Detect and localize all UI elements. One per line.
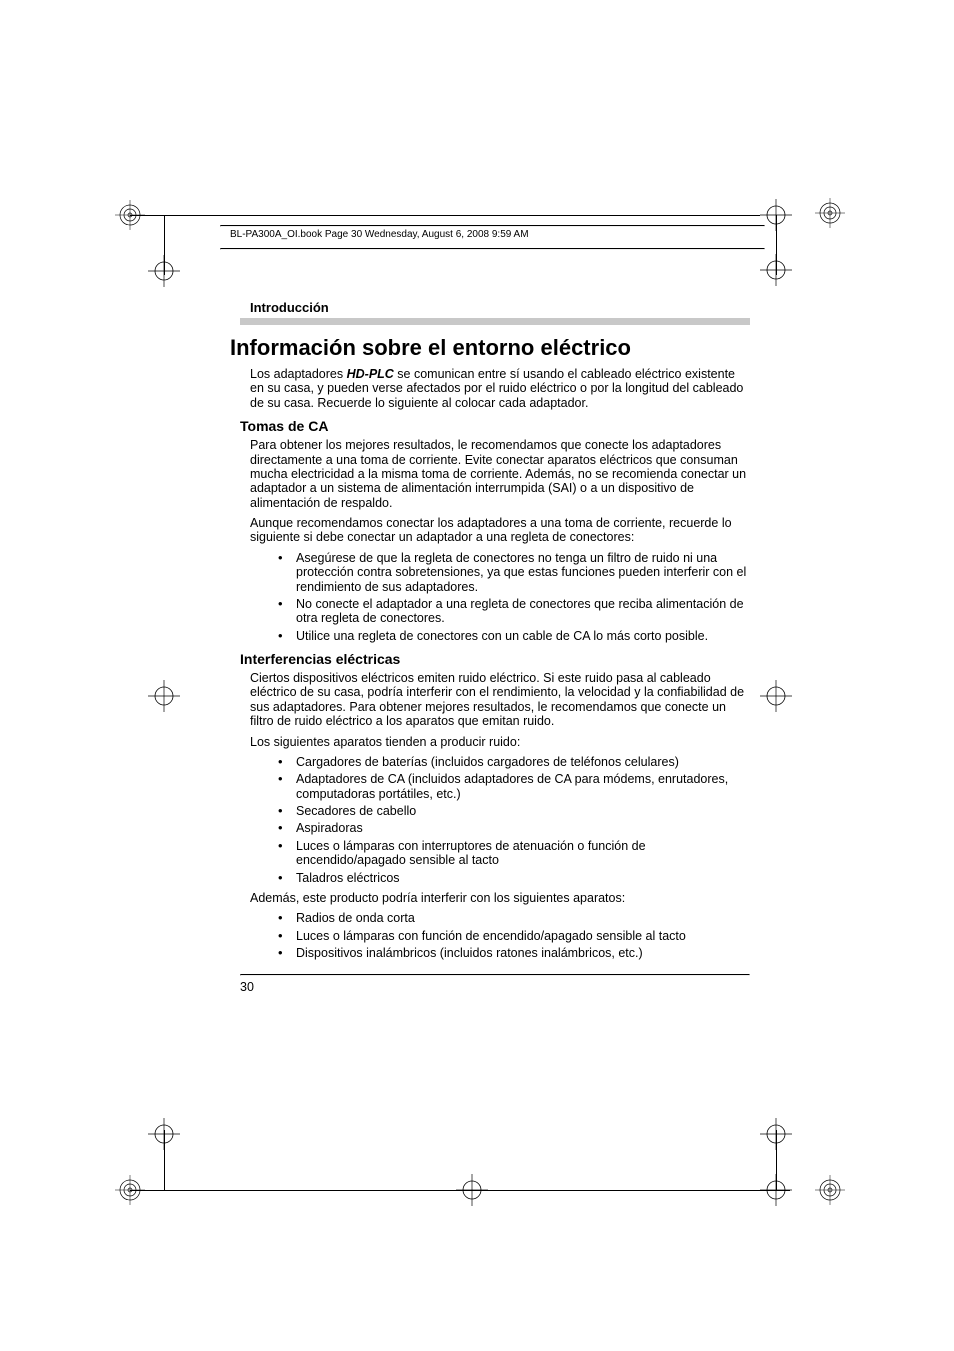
heading-interferencias: Interferencias eléctricas bbox=[240, 651, 750, 667]
reg-line-left-v2 bbox=[164, 1130, 165, 1190]
reg-corner-br bbox=[815, 1175, 845, 1205]
reg-corner-tr bbox=[815, 198, 845, 228]
page-title: Información sobre el entorno eléctrico bbox=[230, 335, 750, 361]
list-item: Dispositivos inalámbricos (incluidos rat… bbox=[278, 946, 750, 960]
header-rule-bot bbox=[220, 248, 765, 250]
list-item: Radios de onda corta bbox=[278, 911, 750, 925]
tomas-bullets: Asegúrese de que la regleta de conectore… bbox=[278, 551, 750, 643]
intro-bold: HD-PLC bbox=[347, 367, 394, 381]
reg-line-right-v1 bbox=[776, 215, 777, 275]
tomas-p1: Para obtener los mejores resultados, le … bbox=[250, 438, 750, 510]
header-rule-top bbox=[220, 225, 765, 227]
section-underline bbox=[240, 318, 750, 325]
page-content: BL-PA300A_OI.book Page 30 Wednesday, Aug… bbox=[230, 225, 750, 994]
list-item: Adaptadores de CA (incluidos adaptadores… bbox=[278, 772, 750, 801]
list-item: Secadores de cabello bbox=[278, 804, 750, 818]
interf-p1: Ciertos dispositivos eléctricos emiten r… bbox=[250, 671, 750, 729]
list-item: Aspiradoras bbox=[278, 821, 750, 835]
interf-p2: Los siguientes aparatos tienden a produc… bbox=[250, 735, 750, 749]
reg-crosshair-mr bbox=[760, 680, 792, 712]
intro-paragraph: Los adaptadores HD-PLC se comunican entr… bbox=[250, 367, 750, 410]
reg-line-top-h bbox=[130, 215, 760, 216]
list-item: Taladros eléctricos bbox=[278, 871, 750, 885]
interf-bullets-1: Cargadores de baterías (incluidos cargad… bbox=[278, 755, 750, 885]
list-item: Luces o lámparas con función de encendid… bbox=[278, 929, 750, 943]
reg-line-bot-h bbox=[130, 1190, 790, 1191]
footer-rule bbox=[240, 974, 750, 976]
interf-bullets-2: Radios de onda corta Luces o lámparas co… bbox=[278, 911, 750, 960]
intro-pre: Los adaptadores bbox=[250, 367, 347, 381]
reg-line-left-v1 bbox=[164, 215, 165, 275]
list-item: No conecte el adaptador a una regleta de… bbox=[278, 597, 750, 626]
heading-tomas: Tomas de CA bbox=[240, 418, 750, 434]
list-item: Luces o lámparas con interruptores de at… bbox=[278, 839, 750, 868]
reg-crosshair-ml bbox=[148, 680, 180, 712]
list-item: Utilice una regleta de conectores con un… bbox=[278, 629, 750, 643]
reg-line-right-v2 bbox=[776, 1130, 777, 1190]
list-item: Asegúrese de que la regleta de conectore… bbox=[278, 551, 750, 594]
page-number: 30 bbox=[240, 980, 750, 994]
section-label: Introducción bbox=[250, 300, 750, 315]
tomas-p2: Aunque recomendamos conectar los adaptad… bbox=[250, 516, 750, 545]
list-item: Cargadores de baterías (incluidos cargad… bbox=[278, 755, 750, 769]
running-head: BL-PA300A_OI.book Page 30 Wednesday, Aug… bbox=[230, 229, 750, 240]
interf-p3: Además, este producto podría interferir … bbox=[250, 891, 750, 905]
